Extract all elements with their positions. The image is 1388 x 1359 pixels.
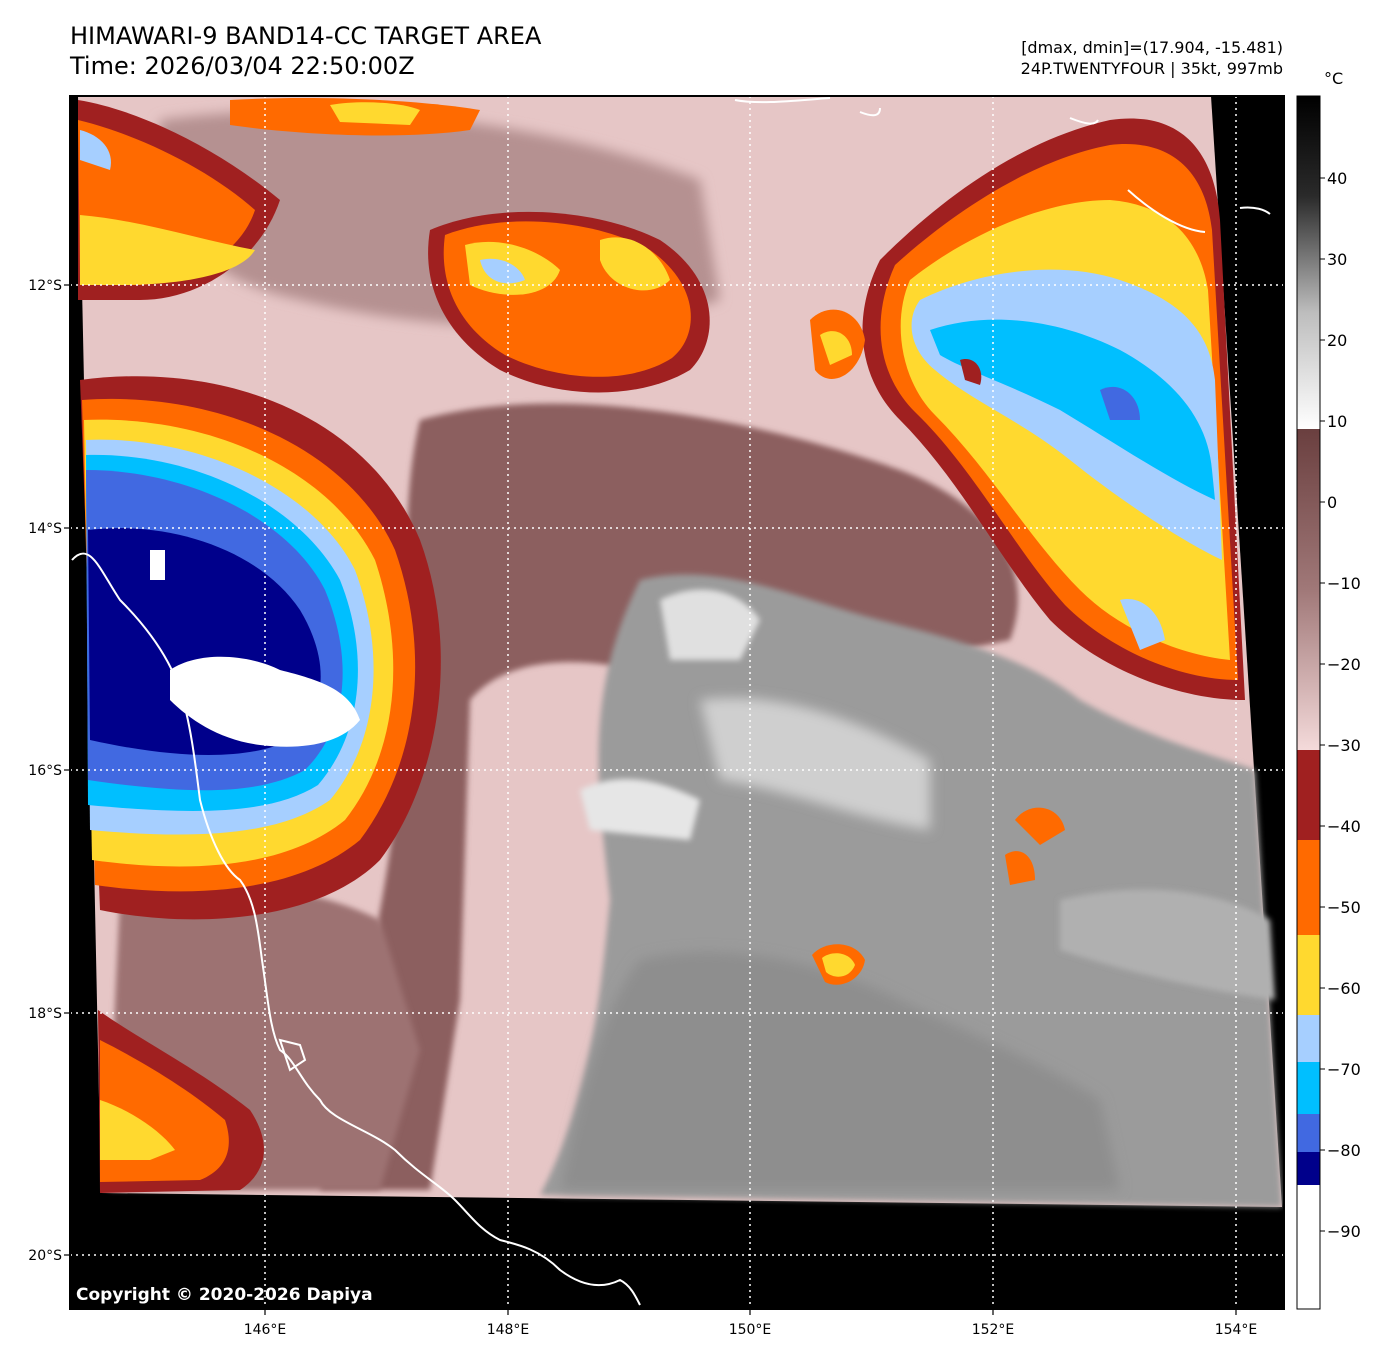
storm-info: 24P.TWENTYFOUR | 35kt, 997mb: [1020, 59, 1283, 78]
lat-label-18s: 18°S: [28, 1006, 62, 1022]
southwest-cloud-band: [98, 1010, 264, 1193]
timestamp: Time: 2026/03/04 22:50:00Z: [70, 52, 415, 80]
north-strip: [230, 98, 480, 136]
north-central-convection: [428, 211, 710, 393]
lon-label-154e: 154°E: [1215, 1322, 1258, 1338]
colorbar-brown-segment: [1297, 429, 1320, 750]
lat-label-16s: 16°S: [28, 763, 62, 779]
colorbar-tick-label: 40: [1327, 169, 1347, 188]
colorbar-tick-label: 20: [1327, 331, 1347, 350]
chart-title: HIMAWARI-9 BAND14-CC TARGET AREA: [70, 22, 542, 50]
western-convective-cluster: [80, 376, 441, 920]
brown-cloud-region: [320, 403, 1018, 1190]
island-outlines: [734, 97, 1271, 233]
colorbar-tick-label: −60: [1327, 979, 1361, 998]
map-frame: [69, 95, 1285, 1310]
colorbar-tick-label: −50: [1327, 898, 1361, 917]
colorbar-tick-label: 0: [1327, 493, 1337, 512]
colorbar-orange: [1297, 840, 1320, 935]
colorbar-yellow: [1297, 935, 1320, 1015]
lon-label-148e: 148°E: [487, 1322, 530, 1338]
embedded-convective-cell: [812, 944, 865, 985]
colorbar-navy: [1297, 1152, 1320, 1185]
northwest-cloud-band: [78, 100, 280, 300]
southeast-cell-1: [1015, 807, 1065, 845]
lat-label-12s: 12°S: [28, 278, 62, 294]
colorbar-tick-label: 30: [1327, 250, 1347, 269]
copyright-text: Copyright © 2020-2026 Dapiya: [76, 1285, 373, 1305]
southeast-cell-2: [1005, 851, 1035, 885]
colorbar-tick-label: −30: [1327, 736, 1361, 755]
lon-label-150e: 150°E: [729, 1322, 772, 1338]
colorbar-unit: °C: [1324, 69, 1343, 88]
colorbar-tick-label: −90: [1327, 1222, 1361, 1241]
lat-label-14s: 14°S: [28, 521, 62, 537]
colorbar-tick-label: 10: [1327, 412, 1347, 431]
map-image: [70, 96, 1284, 1309]
colorbar-tick-label: −10: [1327, 574, 1361, 593]
axis-ticks: [64, 284, 1237, 1315]
northeast-convective-cluster: [810, 118, 1245, 701]
colorbar-tick-label: −40: [1327, 817, 1361, 836]
lat-label-20s: 20°S: [28, 1248, 62, 1264]
colorbar-ticks: 40 30 20 10 0 −10 −20 −30 −40 −50 −60 −70 −80 −90: [1320, 169, 1361, 1241]
colorbar-tick-label: −70: [1327, 1060, 1361, 1079]
dmax-dmin-readout: [dmax, dmin]=(17.904, -15.481): [1021, 38, 1283, 57]
colorbar: °C: [1296, 69, 1343, 1310]
colorbar-gray-segment: [1297, 96, 1320, 429]
colorbar-tick-label: −20: [1327, 655, 1361, 674]
graticule: [70, 96, 1284, 1309]
colorbar-dark-red: [1297, 750, 1320, 840]
lon-label-152e: 152°E: [972, 1322, 1015, 1338]
colorbar-tick-label: −80: [1327, 1141, 1361, 1160]
colorbar-blue: [1297, 1114, 1320, 1152]
colorbar-light-blue: [1297, 1015, 1320, 1062]
lon-label-146e: 146°E: [244, 1322, 287, 1338]
colorbar-cyan: [1297, 1062, 1320, 1114]
colorbar-white: [1297, 1185, 1320, 1309]
